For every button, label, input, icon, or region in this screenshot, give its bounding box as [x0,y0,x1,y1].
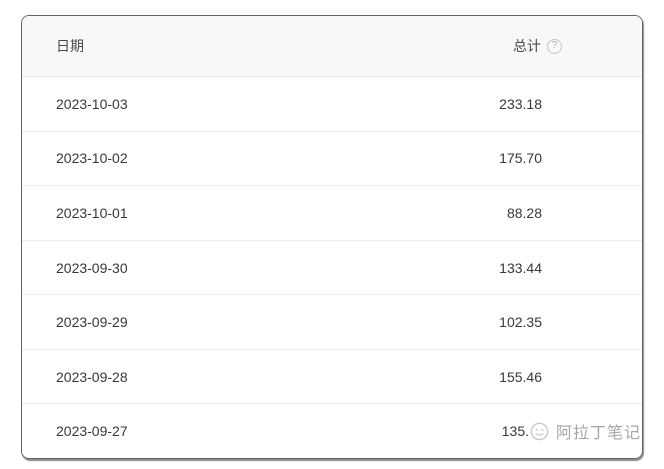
help-icon[interactable]: ? [547,38,562,54]
table-row: 2023-09-27 135. [22,404,642,458]
table-row: 2023-09-29 102.35 [22,295,642,350]
date-cell: 2023-09-27 [56,423,128,440]
table-row: 2023-10-02 175.70 [22,131,642,187]
data-table-card: 日期 总计 ? 2023-10-03 233.18 2023-10-02 175… [21,15,643,459]
total-cell: 233.18 [499,95,542,112]
table-row: 2023-09-30 133.44 [22,240,642,296]
date-cell: 2023-10-02 [56,150,128,167]
table-row: 2023-10-01 88.28 [22,186,642,241]
table-row: 2023-09-28 155.46 [22,349,642,405]
column-header-total: 总计 ? [513,36,562,56]
date-cell: 2023-10-01 [56,204,128,221]
table-header-row: 日期 总计 ? [22,16,642,77]
column-header-date: 日期 [56,38,84,54]
total-cell: 175.70 [499,150,542,167]
date-cell: 2023-09-29 [56,314,128,331]
table-row: 2023-10-03 233.18 [22,77,642,132]
total-cell: 88.28 [506,204,542,221]
total-cell: 102.35 [499,314,542,331]
date-cell: 2023-09-30 [56,259,128,276]
table-body: 2023-10-03 233.18 2023-10-02 175.70 2023… [22,77,642,458]
total-cell: 135. [501,423,529,440]
total-cell: 133.44 [499,259,542,276]
column-header-total-label: 总计 [513,38,541,54]
total-cell: 155.46 [499,368,542,385]
date-cell: 2023-10-03 [56,95,128,112]
date-cell: 2023-09-28 [56,368,128,385]
